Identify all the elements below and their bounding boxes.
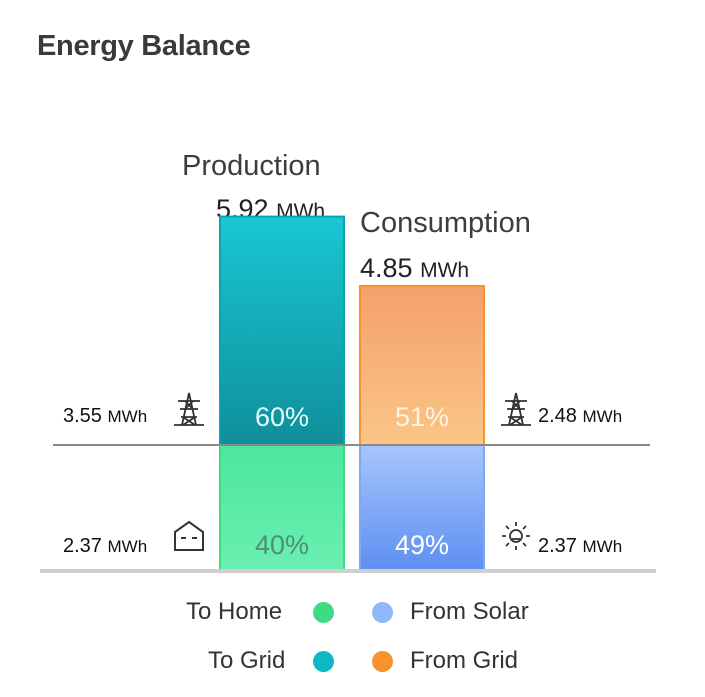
from-grid-unit: MWh [582, 407, 623, 426]
legend-from-solar-label: From Solar [410, 598, 529, 625]
transmission-tower-icon [499, 391, 533, 427]
production-to-grid-percent: 60% [254, 402, 310, 432]
from-grid-amount: 2.48 [538, 405, 577, 427]
bar-production-to-home [219, 444, 345, 571]
from-solar-value: 2.37 MWh [538, 535, 622, 558]
legend-to-grid-swatch [313, 651, 334, 672]
bar-production-to-grid [219, 215, 345, 446]
to-home-unit: MWh [107, 537, 148, 556]
legend-to-home-label: To Home [186, 598, 283, 625]
to-grid-value: 3.55 MWh [63, 405, 147, 428]
legend-from-grid-label: From Grid [410, 647, 518, 674]
consumption-label: Consumption [360, 207, 531, 239]
transmission-tower-icon [172, 391, 206, 427]
home-icon [171, 517, 207, 553]
consumption-total: 4.85 MWh [360, 253, 469, 284]
from-grid-value: 2.48 MWh [538, 405, 622, 428]
legend-to-home-swatch [313, 602, 334, 623]
production-label: Production [182, 150, 321, 182]
sun-icon [500, 520, 532, 552]
to-home-value: 2.37 MWh [63, 535, 147, 558]
from-solar-unit: MWh [582, 537, 623, 556]
page-title: Energy Balance [37, 30, 251, 62]
production-to-home-percent: 40% [254, 530, 310, 560]
bar-consumption-from-grid [359, 284, 485, 446]
consumption-from-solar-percent: 49% [394, 530, 450, 560]
consumption-total-unit: MWh [420, 259, 470, 282]
legend-from-solar-swatch [372, 602, 393, 623]
to-grid-unit: MWh [107, 407, 148, 426]
to-home-amount: 2.37 [63, 535, 102, 557]
legend-to-grid-label: To Grid [208, 647, 286, 674]
bar-consumption-from-solar [359, 444, 485, 571]
from-solar-amount: 2.37 [538, 535, 577, 557]
consumption-total-value: 4.85 [360, 253, 413, 283]
consumption-from-grid-percent: 51% [394, 402, 450, 432]
to-grid-amount: 3.55 [63, 405, 102, 427]
legend-from-grid-swatch [372, 651, 393, 672]
